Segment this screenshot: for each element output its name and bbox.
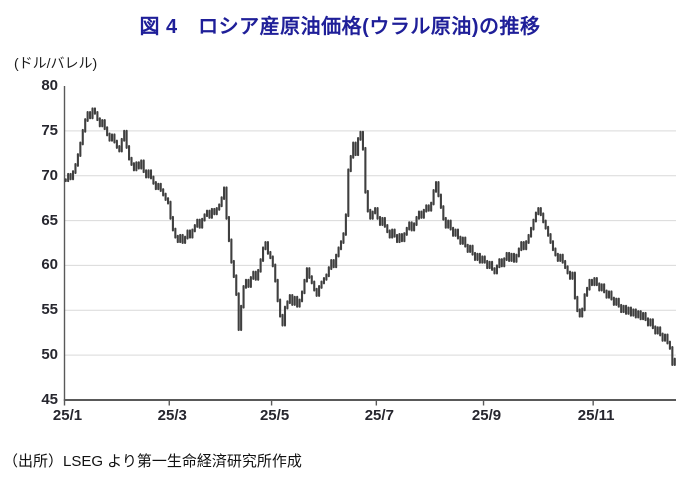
urals-price-series bbox=[64, 107, 676, 367]
y-axis-tick-label: 60 bbox=[41, 256, 58, 274]
y-axis-tick-label: 50 bbox=[41, 346, 58, 364]
x-axis-tick-label: 25/7 bbox=[364, 407, 394, 424]
figure-title: 図 4 ロシア産原油価格(ウラル原油)の推移 bbox=[139, 16, 541, 38]
y-axis-tick-label: 55 bbox=[41, 301, 58, 319]
y-axis-unit-label: (ドル/バレル) bbox=[14, 55, 98, 71]
source-note: （出所）LSEG より第一生命経済研究所作成 bbox=[3, 453, 302, 470]
x-axis-tick-label: 25/1 bbox=[52, 407, 83, 424]
x-axis-tick-label: 25/3 bbox=[157, 407, 187, 424]
y-axis-tick-label: 80 bbox=[41, 77, 58, 94]
y-axis-tick-label: 75 bbox=[41, 121, 58, 139]
x-axis-tick-label: 25/5 bbox=[259, 407, 290, 424]
x-axis-tick-label: 25/11 bbox=[577, 407, 615, 424]
y-axis-tick-label: 70 bbox=[41, 166, 58, 184]
y-axis-tick-label: 65 bbox=[41, 211, 58, 229]
y-axis-tick-label: 45 bbox=[41, 391, 58, 408]
x-axis-tick-label: 25/9 bbox=[471, 407, 502, 424]
